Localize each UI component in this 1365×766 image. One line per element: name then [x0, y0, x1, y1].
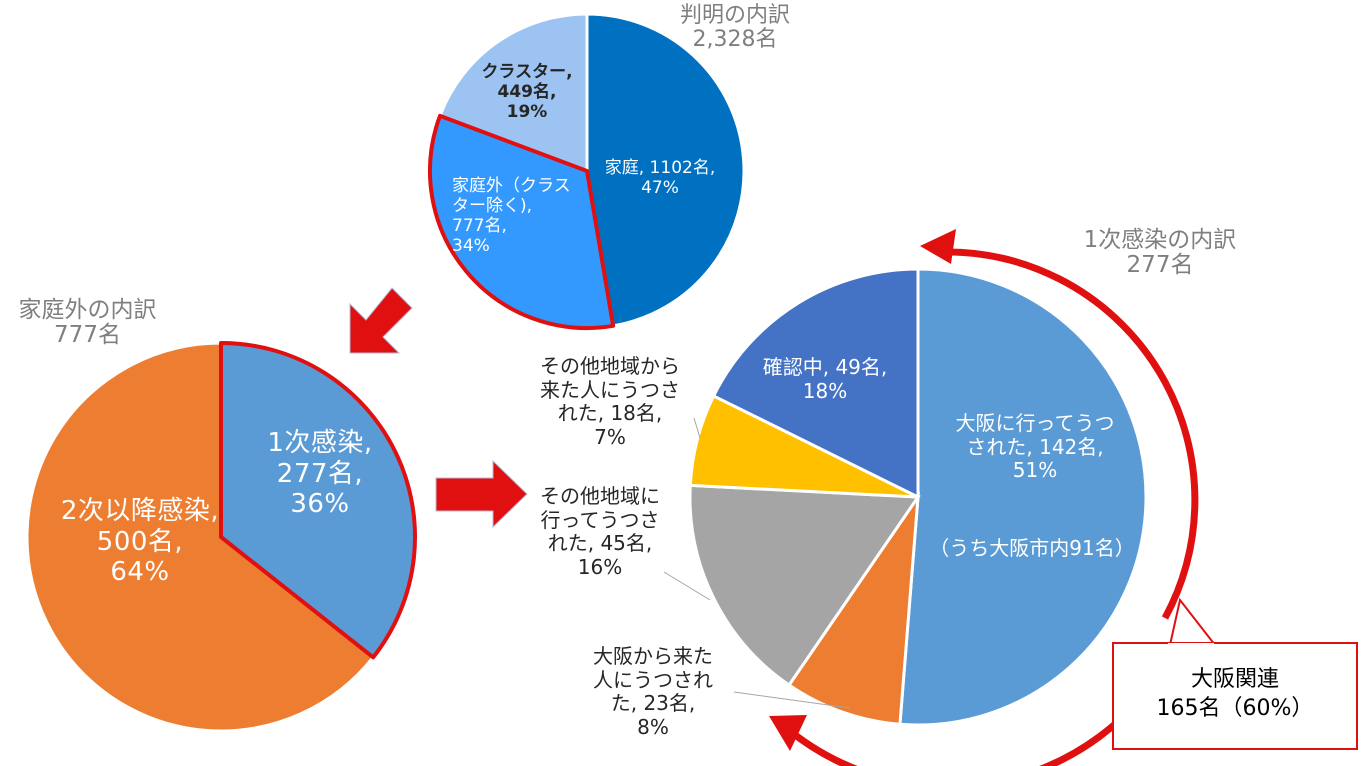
data-label-line: 人にうつされ [593, 667, 713, 692]
left-pie-title-text: 家庭外の内訳 [18, 297, 157, 323]
data-label-line: た, 23名, [610, 691, 696, 716]
data-label-line: 2次以降感染, [60, 496, 220, 526]
data-label-line: 7% [594, 424, 626, 449]
data-label-line: 8% [637, 714, 669, 739]
data-label-line: 1次感染, [267, 428, 373, 458]
pie-slice-right-0 [898, 267, 1148, 727]
data-label-line: その他地域から [540, 354, 680, 378]
callout-pointer [1168, 597, 1218, 646]
pie-slice-left-1 [25, 341, 376, 733]
data-label-line: 大阪から来た [593, 644, 713, 668]
data-label-line: 大阪に行ってうつ [955, 411, 1115, 435]
highlight-outline-top [428, 113, 616, 330]
data-label-went-osaka: 大阪に行ってうつ された, 142名, 51% [930, 411, 1140, 483]
data-label-osaka-city-note: （うち大阪市内91名） [929, 536, 1135, 560]
leader-line-other-in [663, 571, 711, 601]
callout-text: 大阪関連 165名（60%） [1114, 666, 1356, 723]
data-label-line: ター除く), [452, 196, 533, 217]
data-label-line: 36% [290, 489, 350, 520]
data-label-line: 16% [577, 554, 623, 579]
right-pie-title: 1次感染の内訳 277名 [1060, 228, 1260, 278]
data-label-secondary: 2次以降感染, 500名, 64% [40, 496, 240, 588]
data-label-line: れた, 18名, [557, 401, 663, 426]
data-label-line: クラスター, [481, 62, 573, 82]
data-label-cluster: クラスター, 449名, 19% [462, 62, 592, 122]
pie-slice-top-0 [585, 12, 746, 328]
data-label-primary: 1次感染, 277名, 36% [245, 428, 395, 520]
arrow-down-left [349, 287, 413, 354]
data-label-outside-home: 家庭外（クラス ター除く), 777名, 34% [452, 176, 572, 256]
callout-title: 大阪関連 [1190, 667, 1279, 692]
right-pie-title-text: 1次感染の内訳 [1083, 227, 1237, 253]
top-pie-total: 2,328名 [692, 26, 778, 52]
data-label-line: 449名, [497, 82, 557, 103]
left-pie-total: 777名 [54, 321, 121, 348]
data-label-line: 行ってうつさ [540, 507, 660, 532]
data-label-line: その他地域に [540, 484, 660, 508]
callout-pointer-mask [1168, 643, 1214, 647]
data-label-line: 18% [802, 378, 848, 403]
data-label-confirming: 確認中, 49名, 18% [740, 355, 910, 403]
data-label-line: 来た人にうつさ [540, 377, 680, 402]
data-label-went-other: その他地域に 行ってうつさ れた, 45名, 16% [530, 484, 670, 579]
callout-value: 165名（60%） [1156, 695, 1314, 721]
pie-slice-top-2 [438, 12, 589, 174]
circular-arrow-upper [943, 248, 1199, 620]
top-pie-title-text: 判明の内訳 [679, 3, 790, 28]
data-label-home: 家庭, 1102名, 47% [585, 158, 735, 198]
data-label-line: 家庭外（クラス [452, 176, 571, 196]
data-label-line: 777名, [452, 216, 507, 237]
pie-slice-right-4 [711, 267, 920, 500]
data-label-line: れた, 45名, [547, 531, 653, 556]
data-label-line: 家庭, 1102名, [604, 158, 716, 178]
leader-line-other-from [693, 417, 701, 439]
circular-arrow-lower-head [769, 715, 807, 751]
leader-line-outside-lower [733, 691, 851, 709]
osaka-related-callout [1112, 642, 1358, 750]
data-label-from-other: その他地域から 来た人にうつさ れた, 18名, 7% [525, 354, 695, 449]
arrow-right [435, 459, 528, 529]
data-label-line: 64% [110, 557, 170, 588]
pie-slice-right-2 [688, 483, 921, 688]
data-label-line: 277名, [276, 458, 364, 489]
top-pie-title: 判明の内訳 2,328名 [655, 4, 815, 52]
data-label-from-osaka: 大阪から来た 人にうつされ た, 23名, 8% [588, 644, 718, 739]
right-pie-total: 277名 [1126, 251, 1194, 278]
highlight-outline-left [219, 341, 417, 660]
data-label-line: された, 142名, [966, 434, 1104, 459]
data-label-line: 確認中, 49名, [762, 355, 888, 379]
circular-arrow-upper-head [920, 229, 956, 264]
data-label-line: 51% [1012, 458, 1058, 483]
data-label-line: 34% [452, 236, 490, 257]
data-label-line: 47% [641, 178, 679, 199]
data-label-line: 500名, [96, 526, 184, 557]
pie-slice-right-1 [786, 491, 920, 726]
data-label-line: 19% [506, 102, 548, 123]
left-pie-title: 家庭外の内訳 777名 [0, 298, 175, 348]
